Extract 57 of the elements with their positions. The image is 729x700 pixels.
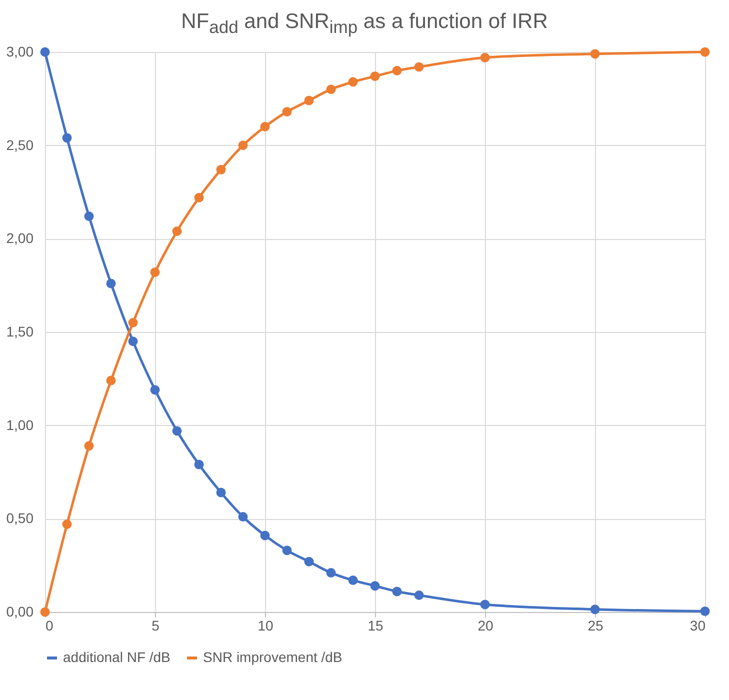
point — [172, 226, 182, 236]
x-tick-label: 20 — [478, 618, 494, 634]
y-tick-label: 1,50 — [6, 324, 34, 340]
point — [348, 77, 358, 87]
chart-title: NF$_{add}$ and SNR$_{imp}$ as a function of IRR — [180, 10, 549, 40]
legend-label: additional NF /dB — [63, 649, 170, 665]
point — [128, 336, 138, 346]
point — [260, 122, 270, 132]
point — [392, 586, 402, 596]
point — [40, 47, 50, 57]
point — [282, 107, 292, 116]
point — [84, 212, 94, 221]
point — [194, 192, 204, 202]
point — [590, 49, 600, 59]
legend-label: SNR improvement /dB — [203, 649, 342, 665]
point — [194, 460, 204, 470]
point — [282, 546, 292, 556]
x-tick-label: 25 — [588, 618, 604, 634]
point — [238, 140, 248, 150]
point — [260, 530, 270, 540]
point — [348, 576, 358, 585]
point — [304, 96, 314, 106]
point — [480, 600, 490, 610]
x-tick-label: 0 — [46, 618, 54, 634]
point — [62, 133, 72, 143]
x-tick-label: 30 — [690, 618, 706, 634]
point — [414, 590, 424, 600]
point — [216, 164, 226, 174]
point — [700, 47, 710, 57]
point — [62, 520, 72, 529]
point — [128, 318, 138, 328]
y-tick-label: 0,50 — [6, 510, 34, 526]
y-tick-label: 3,00 — [6, 44, 34, 60]
point — [590, 604, 600, 614]
point — [326, 568, 336, 578]
point — [480, 52, 490, 62]
y-tick-label: 0,00 — [6, 604, 34, 620]
point — [370, 581, 380, 591]
point — [150, 268, 160, 277]
point — [84, 441, 94, 451]
y-tick-label: 2,00 — [6, 230, 34, 246]
y-tick-label: 2,50 — [6, 136, 34, 153]
x-tick-label: 15 — [368, 618, 384, 634]
point — [172, 426, 182, 436]
point — [326, 84, 336, 94]
point — [392, 66, 402, 76]
point — [304, 556, 314, 566]
point — [216, 488, 226, 498]
point — [150, 385, 160, 395]
y-tick-label: 1,00 — [6, 416, 34, 433]
point — [106, 278, 116, 288]
point — [414, 62, 424, 72]
point — [238, 512, 248, 522]
x-tick-label: 5 — [152, 618, 160, 634]
point — [370, 72, 380, 81]
point — [106, 376, 116, 386]
x-tick-label: 10 — [258, 618, 274, 634]
